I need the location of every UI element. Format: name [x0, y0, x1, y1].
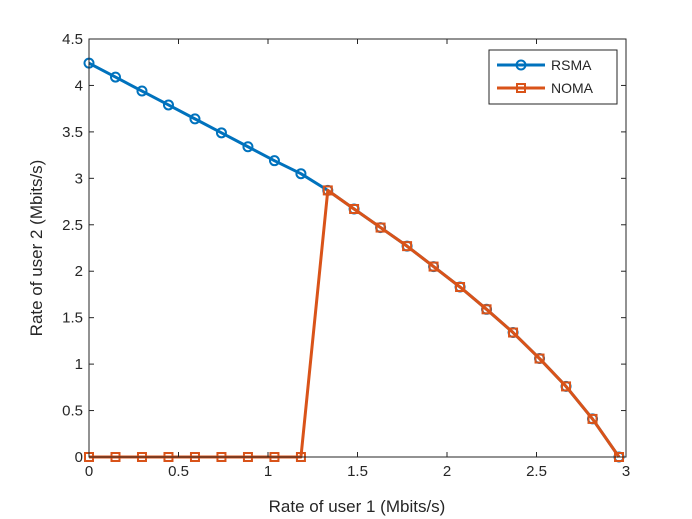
data-point-noma: [402, 241, 413, 252]
y-tick-label: 1.5: [62, 310, 83, 327]
legend-entry-noma: NOMA: [497, 80, 594, 96]
data-point-rsma: [268, 155, 280, 167]
axes-layer: 0 0.5 1 1.5 2 2.5 3 0 0.5 1 1.5 2 2.5 3 3.5 4 4.5: [62, 31, 630, 480]
x-tick-label: 0: [85, 463, 93, 480]
y-tick-label: 1: [75, 356, 83, 373]
data-point-rsma: [189, 113, 201, 125]
data-point-noma: [561, 381, 572, 392]
data-point-noma: [587, 413, 598, 424]
legend-box: [488, 49, 618, 105]
legend-marker: [516, 83, 526, 93]
data-point-rsma: [242, 141, 254, 153]
data-point-noma: [428, 261, 439, 272]
y-tick-label: 3.5: [62, 124, 83, 141]
data-point-noma: [375, 222, 386, 233]
legend: RSMA NOMA: [488, 49, 618, 105]
y-tick-label: 0: [75, 449, 83, 466]
y-tick-label: 4.5: [62, 31, 83, 48]
legend-label: RSMA: [551, 57, 592, 73]
x-tick-label: 0.5: [168, 463, 189, 480]
data-point-noma: [481, 304, 492, 315]
data-point-rsma: [109, 71, 121, 83]
x-axis-label: Rate of user 1 (Mbits/s): [269, 497, 446, 516]
legend-entry-rsma: RSMA: [497, 57, 592, 73]
legend-label: NOMA: [551, 80, 594, 96]
data-point-rsma: [162, 99, 174, 111]
data-point-noma: [508, 327, 519, 338]
y-tick-label: 2.5: [62, 217, 83, 234]
data-point-noma: [349, 203, 360, 214]
y-axis-label: Rate of user 2 (Mbits/s): [27, 160, 46, 337]
data-point-rsma: [215, 127, 227, 139]
legend-marker: [515, 59, 527, 71]
y-tick-label: 4: [75, 77, 83, 94]
x-tick-label: 2.5: [526, 463, 547, 480]
y-tick-label: 0.5: [62, 403, 83, 420]
data-point-noma: [322, 185, 333, 196]
data-point-rsma: [295, 168, 307, 180]
data-point-noma: [455, 282, 466, 293]
x-tick-label: 1.5: [347, 463, 368, 480]
x-tick-label: 3: [622, 463, 630, 480]
x-tick-label: 1: [264, 463, 272, 480]
data-point-rsma: [136, 85, 148, 97]
y-tick-label: 2: [75, 263, 83, 280]
data-point-noma: [534, 353, 545, 364]
x-tick-label: 2: [443, 463, 451, 480]
y-tick-label: 3: [75, 170, 83, 187]
